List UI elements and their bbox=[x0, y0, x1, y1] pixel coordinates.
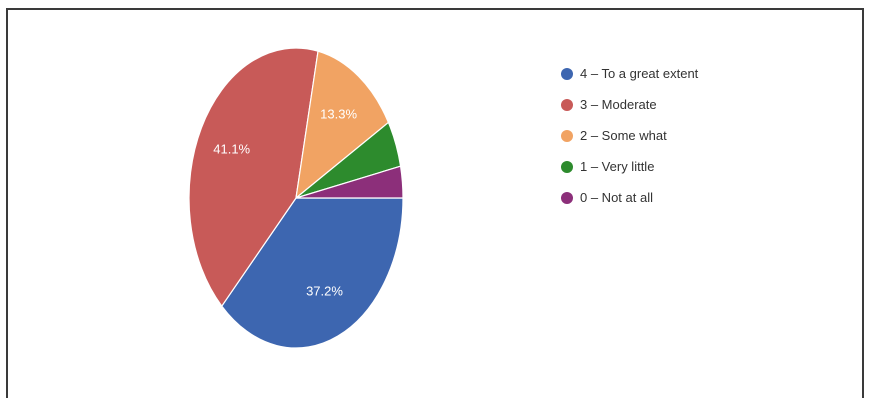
legend: 4 – To a great extent 3 – Moderate 2 – Som… bbox=[561, 58, 698, 213]
slice-label-2: 13.3% bbox=[320, 107, 357, 122]
legend-swatch-icon bbox=[561, 98, 573, 111]
pie-chart: 37.2% 41.1% 13.3% bbox=[188, 47, 404, 349]
legend-swatch-icon bbox=[561, 129, 573, 142]
legend-item: 0 – Not at all bbox=[561, 182, 698, 213]
legend-label: 3 – Moderate bbox=[580, 97, 657, 112]
legend-label: 2 – Some what bbox=[580, 128, 667, 143]
chart-frame: 37.2% 41.1% 13.3% 4 – To a great extent 3 –… bbox=[6, 8, 864, 398]
pie-slice-2 bbox=[295, 50, 390, 200]
slice-label-1: 41.1% bbox=[213, 142, 250, 157]
legend-label: 0 – Not at all bbox=[580, 190, 653, 205]
slice-label-0: 37.2% bbox=[306, 283, 343, 298]
legend-item: 2 – Some what bbox=[561, 120, 698, 151]
pie-slice-4 bbox=[295, 165, 404, 199]
legend-swatch-icon bbox=[561, 160, 573, 173]
legend-label: 4 – To a great extent bbox=[580, 66, 699, 81]
legend-item: 4 – To a great extent bbox=[561, 58, 698, 89]
legend-item: 1 – Very little bbox=[561, 151, 698, 182]
legend-swatch-icon bbox=[561, 191, 573, 204]
pie-slice-0 bbox=[221, 197, 404, 349]
legend-swatch-icon bbox=[561, 67, 573, 80]
pie-slice-1 bbox=[188, 47, 319, 308]
legend-item: 3 – Moderate bbox=[561, 89, 698, 120]
legend-label: 1 – Very little bbox=[580, 159, 655, 174]
